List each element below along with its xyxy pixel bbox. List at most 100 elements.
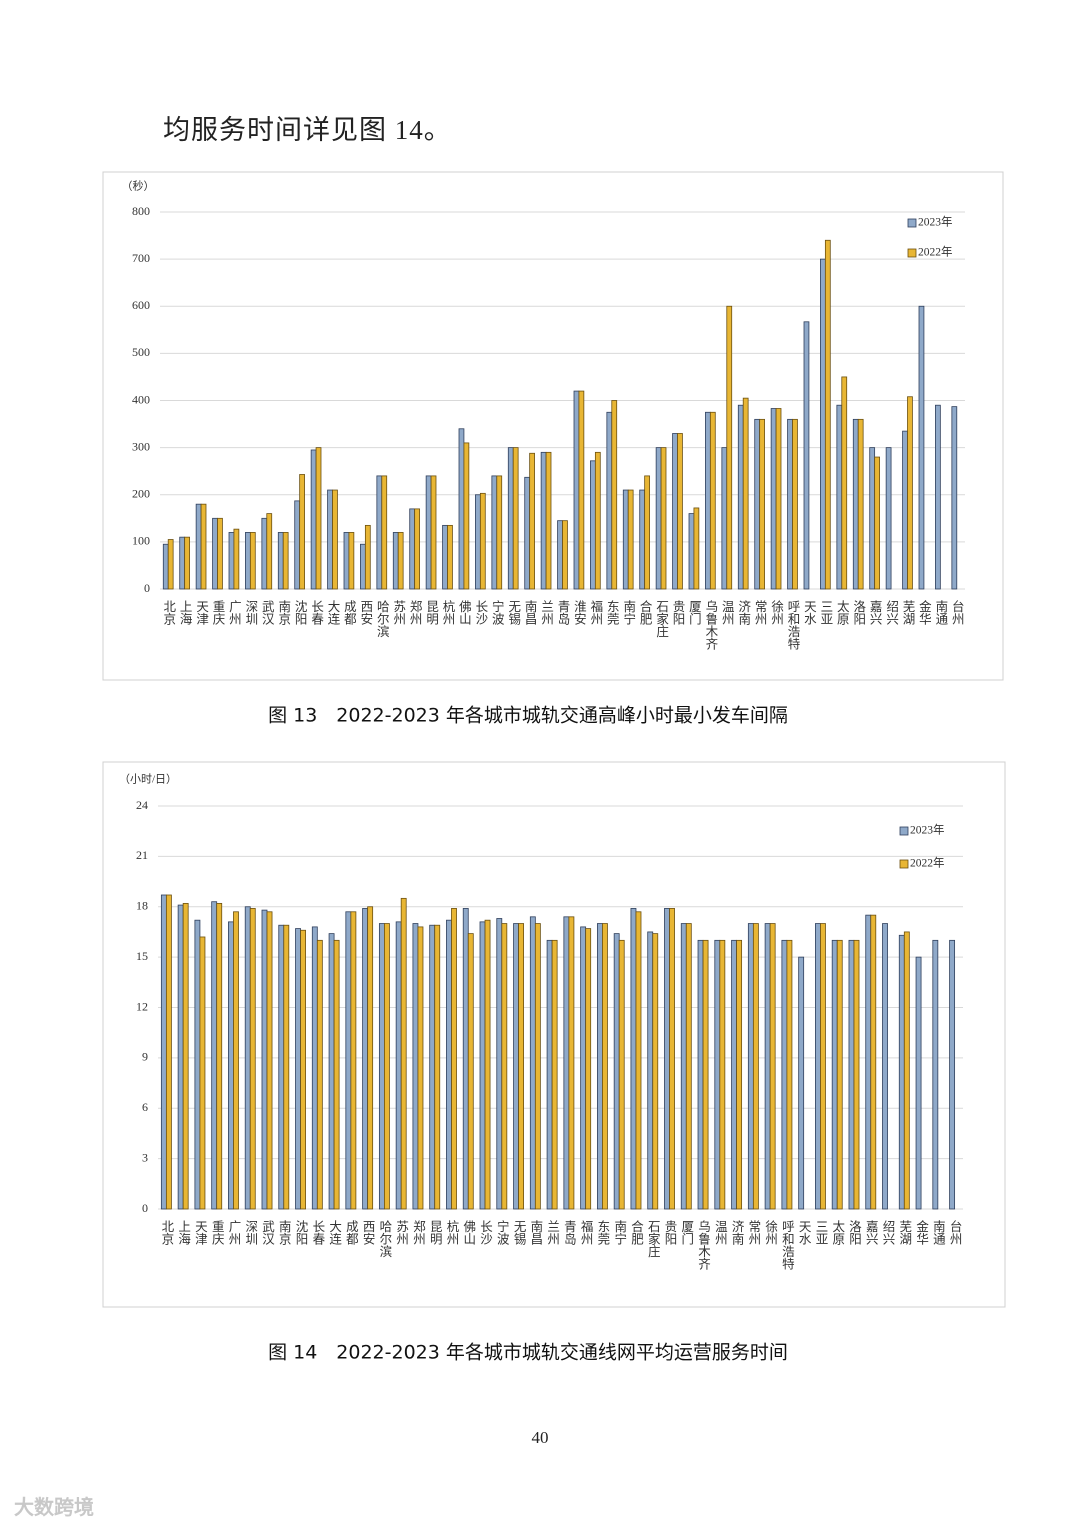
x-tick-label: 郑州: [408, 599, 422, 625]
bar: [199, 936, 206, 1210]
bar: [885, 447, 892, 590]
bar: [479, 492, 486, 590]
bar: [299, 474, 305, 590]
bar: [731, 939, 737, 1210]
bar: [381, 475, 388, 590]
bar: [507, 447, 514, 590]
x-tick-label: 福州: [588, 599, 602, 625]
x-tick-label: 济南: [730, 1219, 744, 1245]
x-tick-label: 长春: [310, 1220, 324, 1246]
x-tick-label: 东莞: [605, 600, 619, 626]
bar: [557, 520, 563, 590]
bar: [376, 475, 383, 590]
bar: [714, 939, 721, 1210]
x-tick-label: 沈阳: [294, 1219, 308, 1245]
bar: [726, 305, 733, 590]
bar: [417, 926, 424, 1210]
bar: [364, 524, 371, 590]
x-tick-label: 石家庄: [654, 600, 668, 638]
bar: [491, 475, 498, 590]
bar: [348, 532, 355, 590]
bar: [529, 916, 536, 1210]
bar: [534, 923, 541, 1210]
x-tick-label: 金华: [917, 599, 931, 625]
bar: [664, 908, 670, 1210]
bar: [669, 908, 675, 1210]
bar: [300, 929, 306, 1210]
bar: [311, 926, 318, 1210]
y-tick-label: 21: [136, 848, 148, 862]
x-tick-label: 南昌: [523, 599, 537, 625]
y-tick-label: 400: [132, 392, 150, 406]
bar: [680, 923, 687, 1210]
bar: [412, 923, 419, 1210]
bar: [184, 536, 190, 590]
bar: [378, 923, 385, 1210]
bar: [484, 919, 491, 1210]
x-tick-label: 武汉: [260, 600, 274, 625]
x-tick-label: 南京: [277, 1219, 291, 1246]
x-tick-label: 苏州: [391, 599, 405, 625]
bar: [737, 404, 744, 590]
x-tick-label: 哈尔滨: [377, 1220, 391, 1258]
bar: [479, 921, 486, 1210]
x-tick-label: 嘉兴: [868, 600, 882, 625]
bar: [467, 933, 474, 1210]
legend-label: 2022年: [918, 245, 953, 259]
x-tick-label: 成都: [342, 600, 356, 625]
x-tick-label: 芜湖: [897, 1220, 911, 1245]
bar: [709, 411, 716, 590]
x-tick-label: 上海: [178, 600, 192, 625]
bar: [915, 956, 922, 1210]
bar: [409, 508, 416, 590]
x-tick-label: 南宁: [612, 1219, 626, 1245]
x-tick-label: 贵阳: [671, 600, 685, 625]
x-tick-label: 郑州: [411, 1219, 425, 1245]
bar: [425, 475, 432, 590]
bar: [652, 933, 659, 1210]
x-tick-label: 成都: [344, 1220, 358, 1245]
bar: [518, 923, 525, 1210]
x-tick-label: 兰州: [545, 1220, 559, 1245]
bar: [627, 489, 634, 590]
y-tick-label: 6: [142, 1100, 148, 1114]
bar: [328, 933, 335, 1210]
bar: [228, 532, 235, 590]
y-tick-label: 300: [132, 439, 150, 453]
bar: [770, 408, 777, 590]
legend-label: 2023年: [910, 823, 945, 837]
bar: [249, 532, 256, 590]
x-tick-label: 徐州: [769, 599, 783, 625]
bar: [384, 923, 390, 1210]
bar: [167, 539, 174, 590]
bar: [362, 908, 369, 1210]
bar: [903, 931, 910, 1210]
x-tick-label: 福州: [579, 1219, 593, 1245]
bar: [815, 923, 821, 1210]
bar: [360, 543, 366, 590]
chart-frame: [102, 171, 1004, 681]
bar: [882, 923, 888, 1210]
bar: [786, 939, 793, 1210]
y-tick-label: 600: [132, 298, 150, 312]
x-tick-label: 温州: [720, 600, 734, 625]
bar: [462, 908, 469, 1210]
bar: [705, 411, 711, 590]
x-tick-label: 长沙: [473, 600, 487, 625]
bar: [277, 532, 284, 590]
x-tick-label: 无锡: [512, 1220, 526, 1246]
bar: [932, 939, 939, 1210]
x-tick-label: 重庆: [210, 1219, 224, 1245]
x-tick-label: 洛阳: [847, 1219, 861, 1245]
x-tick-label: 东莞: [595, 1220, 609, 1246]
bar: [211, 901, 218, 1210]
bar: [513, 923, 519, 1210]
bar: [752, 923, 759, 1210]
bar: [233, 528, 240, 590]
bar: [935, 404, 941, 590]
bar: [429, 924, 436, 1210]
bar: [546, 939, 553, 1210]
x-tick-label: 常州: [753, 600, 767, 625]
x-tick-label: 南昌: [528, 1219, 542, 1245]
